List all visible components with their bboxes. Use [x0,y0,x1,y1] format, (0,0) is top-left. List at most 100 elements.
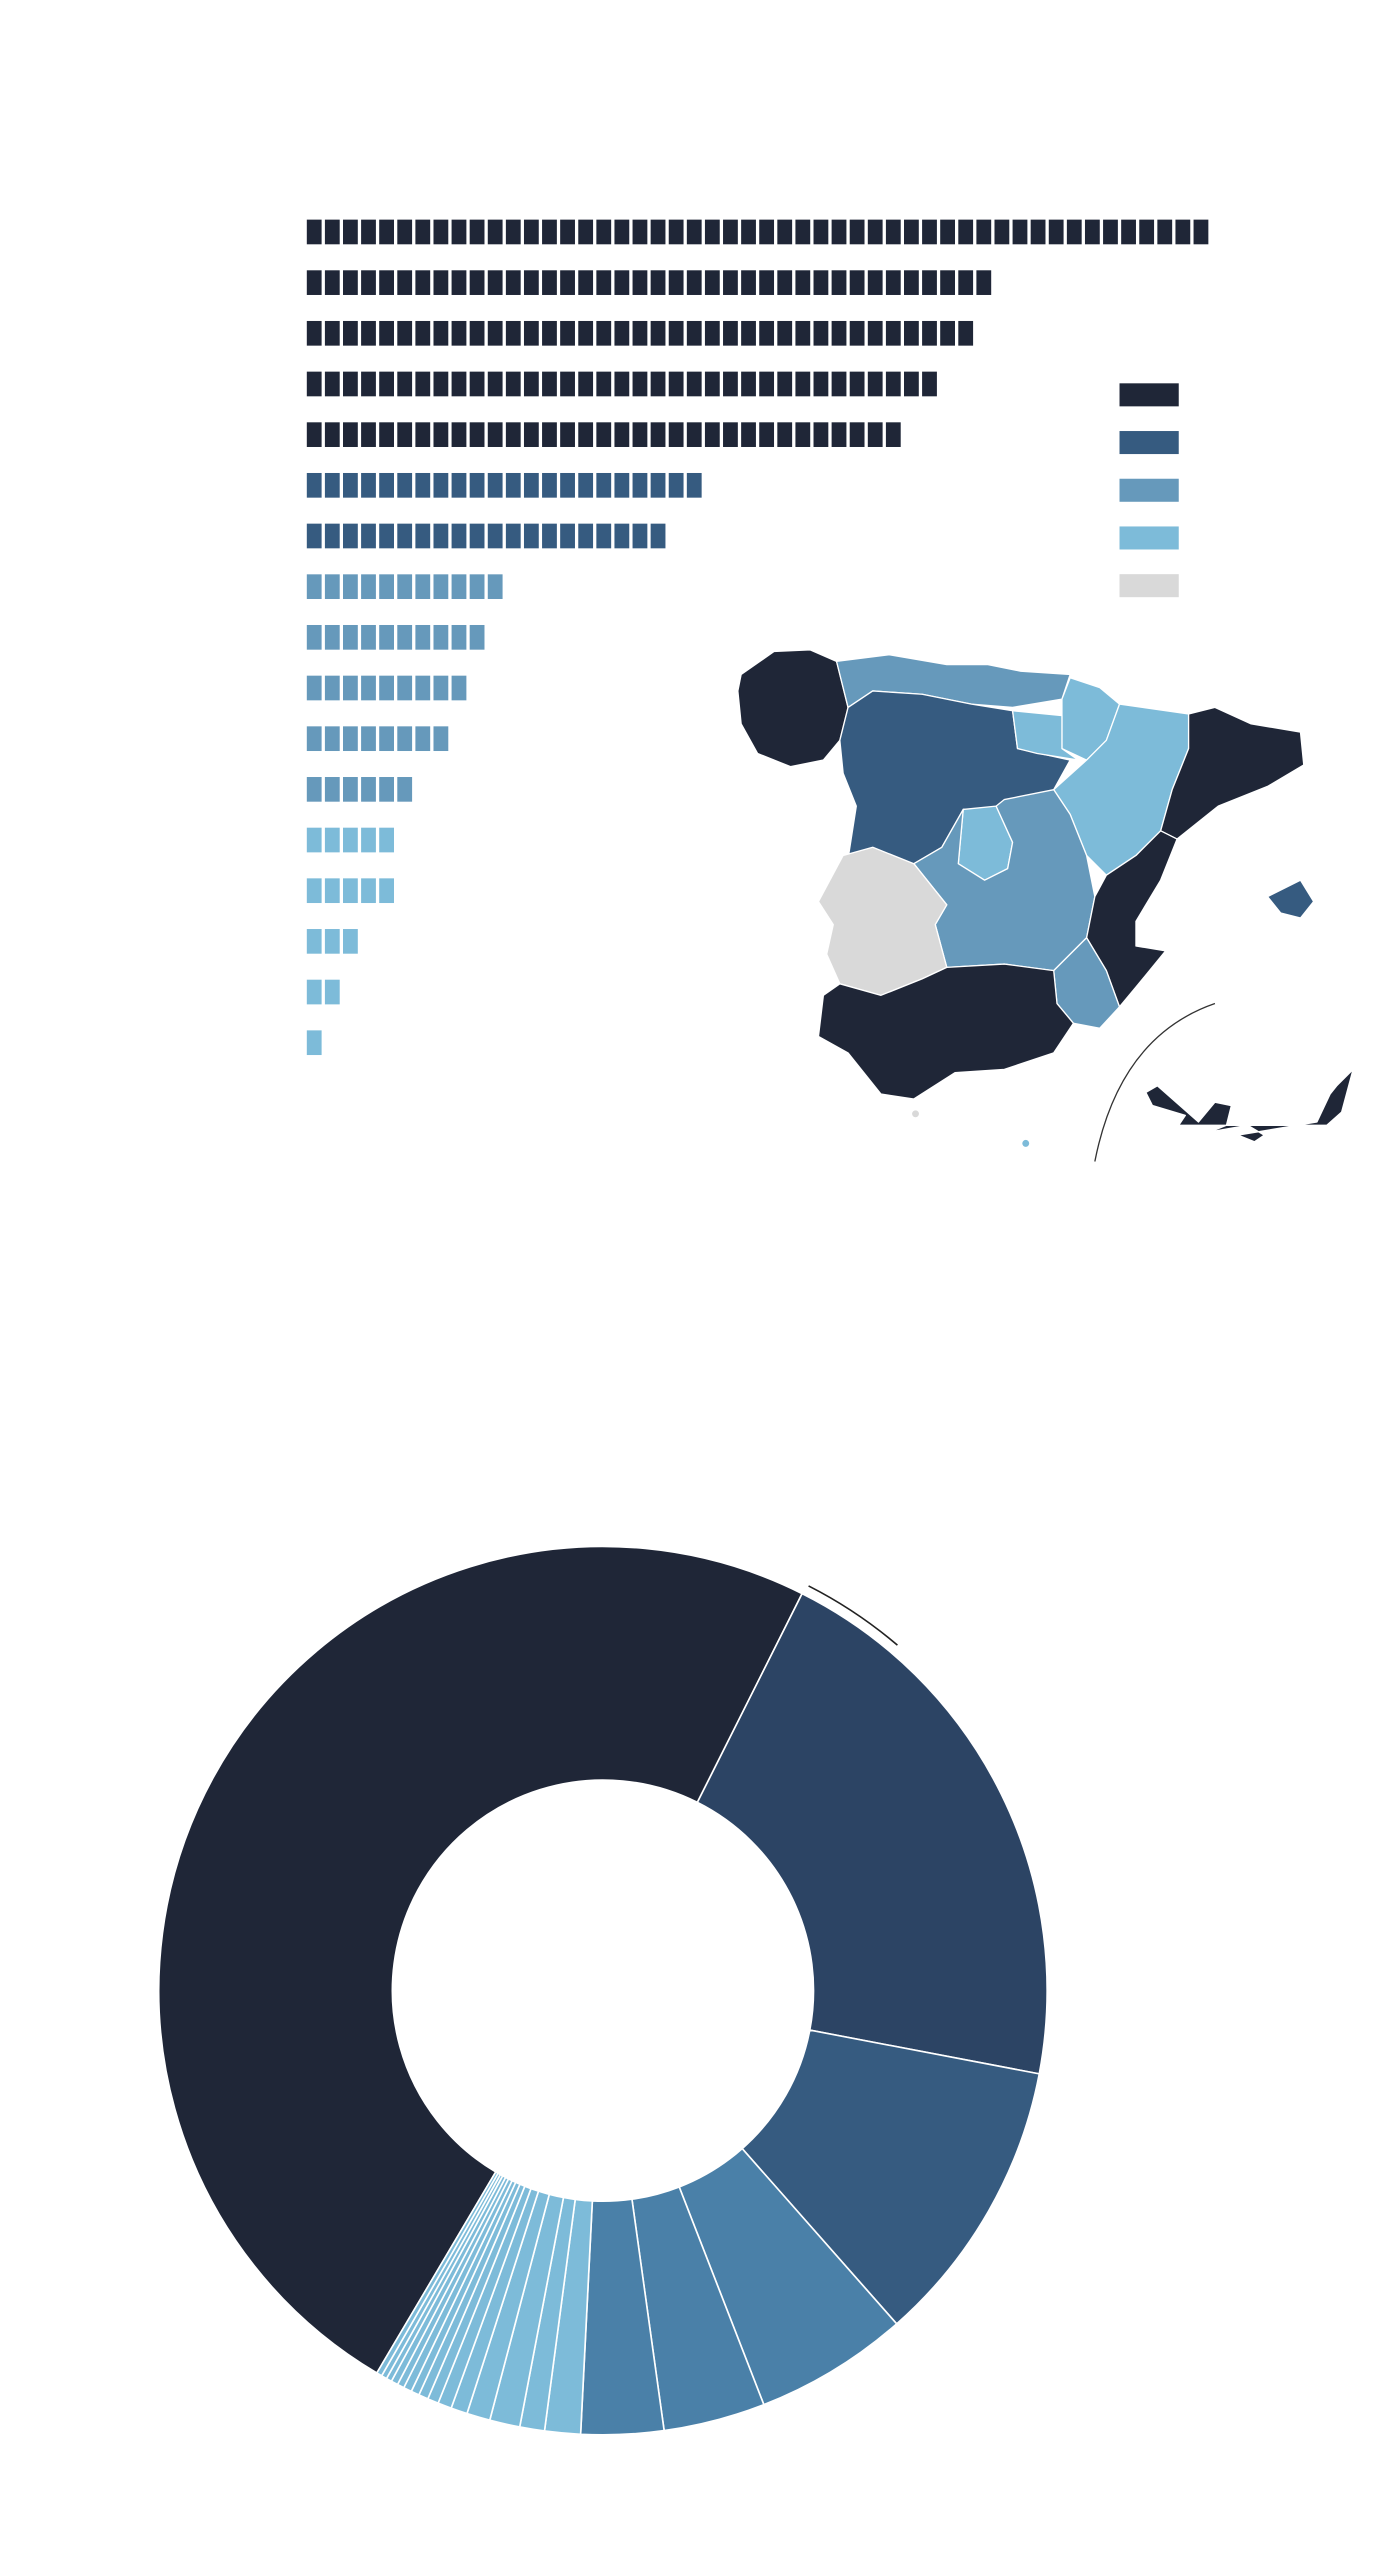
waffle-square [306,878,322,904]
waffle-square [813,371,829,397]
waffle-square [306,979,322,1005]
waffle-square [668,320,684,346]
waffle-row [306,574,503,600]
waffle-square [560,219,575,245]
waffle-square [1175,219,1191,245]
waffle-square [904,270,919,295]
waffle-square [958,270,974,295]
waffle-square [542,422,557,447]
waffle-square [379,320,394,346]
waffle-square [1157,219,1173,245]
waffle-square [686,219,702,245]
waffle-square [451,219,467,245]
waffle-square [361,777,376,802]
waffle-square [994,219,1010,245]
waffle-square [777,371,793,397]
waffle-square [505,270,521,295]
waffle-square [560,371,575,397]
waffle-square [469,270,485,295]
waffle-square [379,777,394,802]
waffle-square [614,371,630,397]
waffle-square [723,219,738,245]
waffle-square [415,574,431,600]
waffle-square [379,624,394,650]
waffle-square [343,777,358,802]
waffle-square [361,472,376,498]
waffle-square [523,371,539,397]
waffle-square [433,371,449,397]
waffle-square [324,929,340,954]
waffle-square [632,523,648,549]
waffle-square [795,422,811,447]
waffle-square [741,270,756,295]
waffle-square [976,270,992,295]
waffle-square [306,472,322,498]
waffle-square [324,422,340,447]
legend-swatch [1119,431,1179,455]
waffle-square [415,371,431,397]
waffle-square [704,371,720,397]
waffle-square [397,472,413,498]
waffle-square [469,624,485,650]
waffle-square [542,371,557,397]
waffle-square [306,675,322,701]
waffle-square [306,371,322,397]
waffle-square [777,270,793,295]
waffle-square [361,219,376,245]
waffle-square [777,219,793,245]
waffle-square [813,320,829,346]
waffle-row [306,1030,322,1056]
region [1011,710,1080,761]
waffle-square [795,219,811,245]
waffle-square [415,624,431,650]
waffle-square [922,270,937,295]
waffle-square [650,270,666,295]
waffle-square [650,371,666,397]
waffle-square [849,219,865,245]
waffle-square [451,270,467,295]
waffle-square [451,574,467,600]
waffle-square [433,624,449,650]
waffle-square [343,320,358,346]
waffle-square [650,219,666,245]
waffle-square [397,371,413,397]
donut-segment [696,1592,1048,2075]
waffle-square [397,726,413,752]
waffle-square [487,472,503,498]
waffle-square [614,472,630,498]
waffle-square [361,827,376,853]
waffle-square [306,574,322,600]
waffle-square [813,270,829,295]
waffle-square [542,523,557,549]
waffle-square [469,422,485,447]
waffle-square [306,827,322,853]
waffle-square [668,472,684,498]
waffle-square [523,472,539,498]
waffle-square [397,320,413,346]
waffle-square [505,422,521,447]
waffle-square [505,523,521,549]
waffle-row [306,878,394,904]
waffle-square [469,320,485,346]
waffle-square [542,270,557,295]
waffle-square [1066,219,1082,245]
waffle-square [324,523,340,549]
waffle-row [306,777,413,802]
waffle-square [686,320,702,346]
waffle-row [306,929,358,954]
waffle-square [397,675,413,701]
waffle-square [632,472,648,498]
waffle-square [1012,219,1028,245]
waffle-square [361,523,376,549]
waffle-square [433,675,449,701]
waffle-square [343,472,358,498]
waffle-square [343,523,358,549]
waffle-square [379,827,394,853]
waffle-row [306,523,666,549]
waffle-square [958,320,974,346]
waffle-square [306,270,322,295]
waffle-square [885,371,901,397]
waffle-row [306,979,340,1005]
waffle-square [324,574,340,600]
